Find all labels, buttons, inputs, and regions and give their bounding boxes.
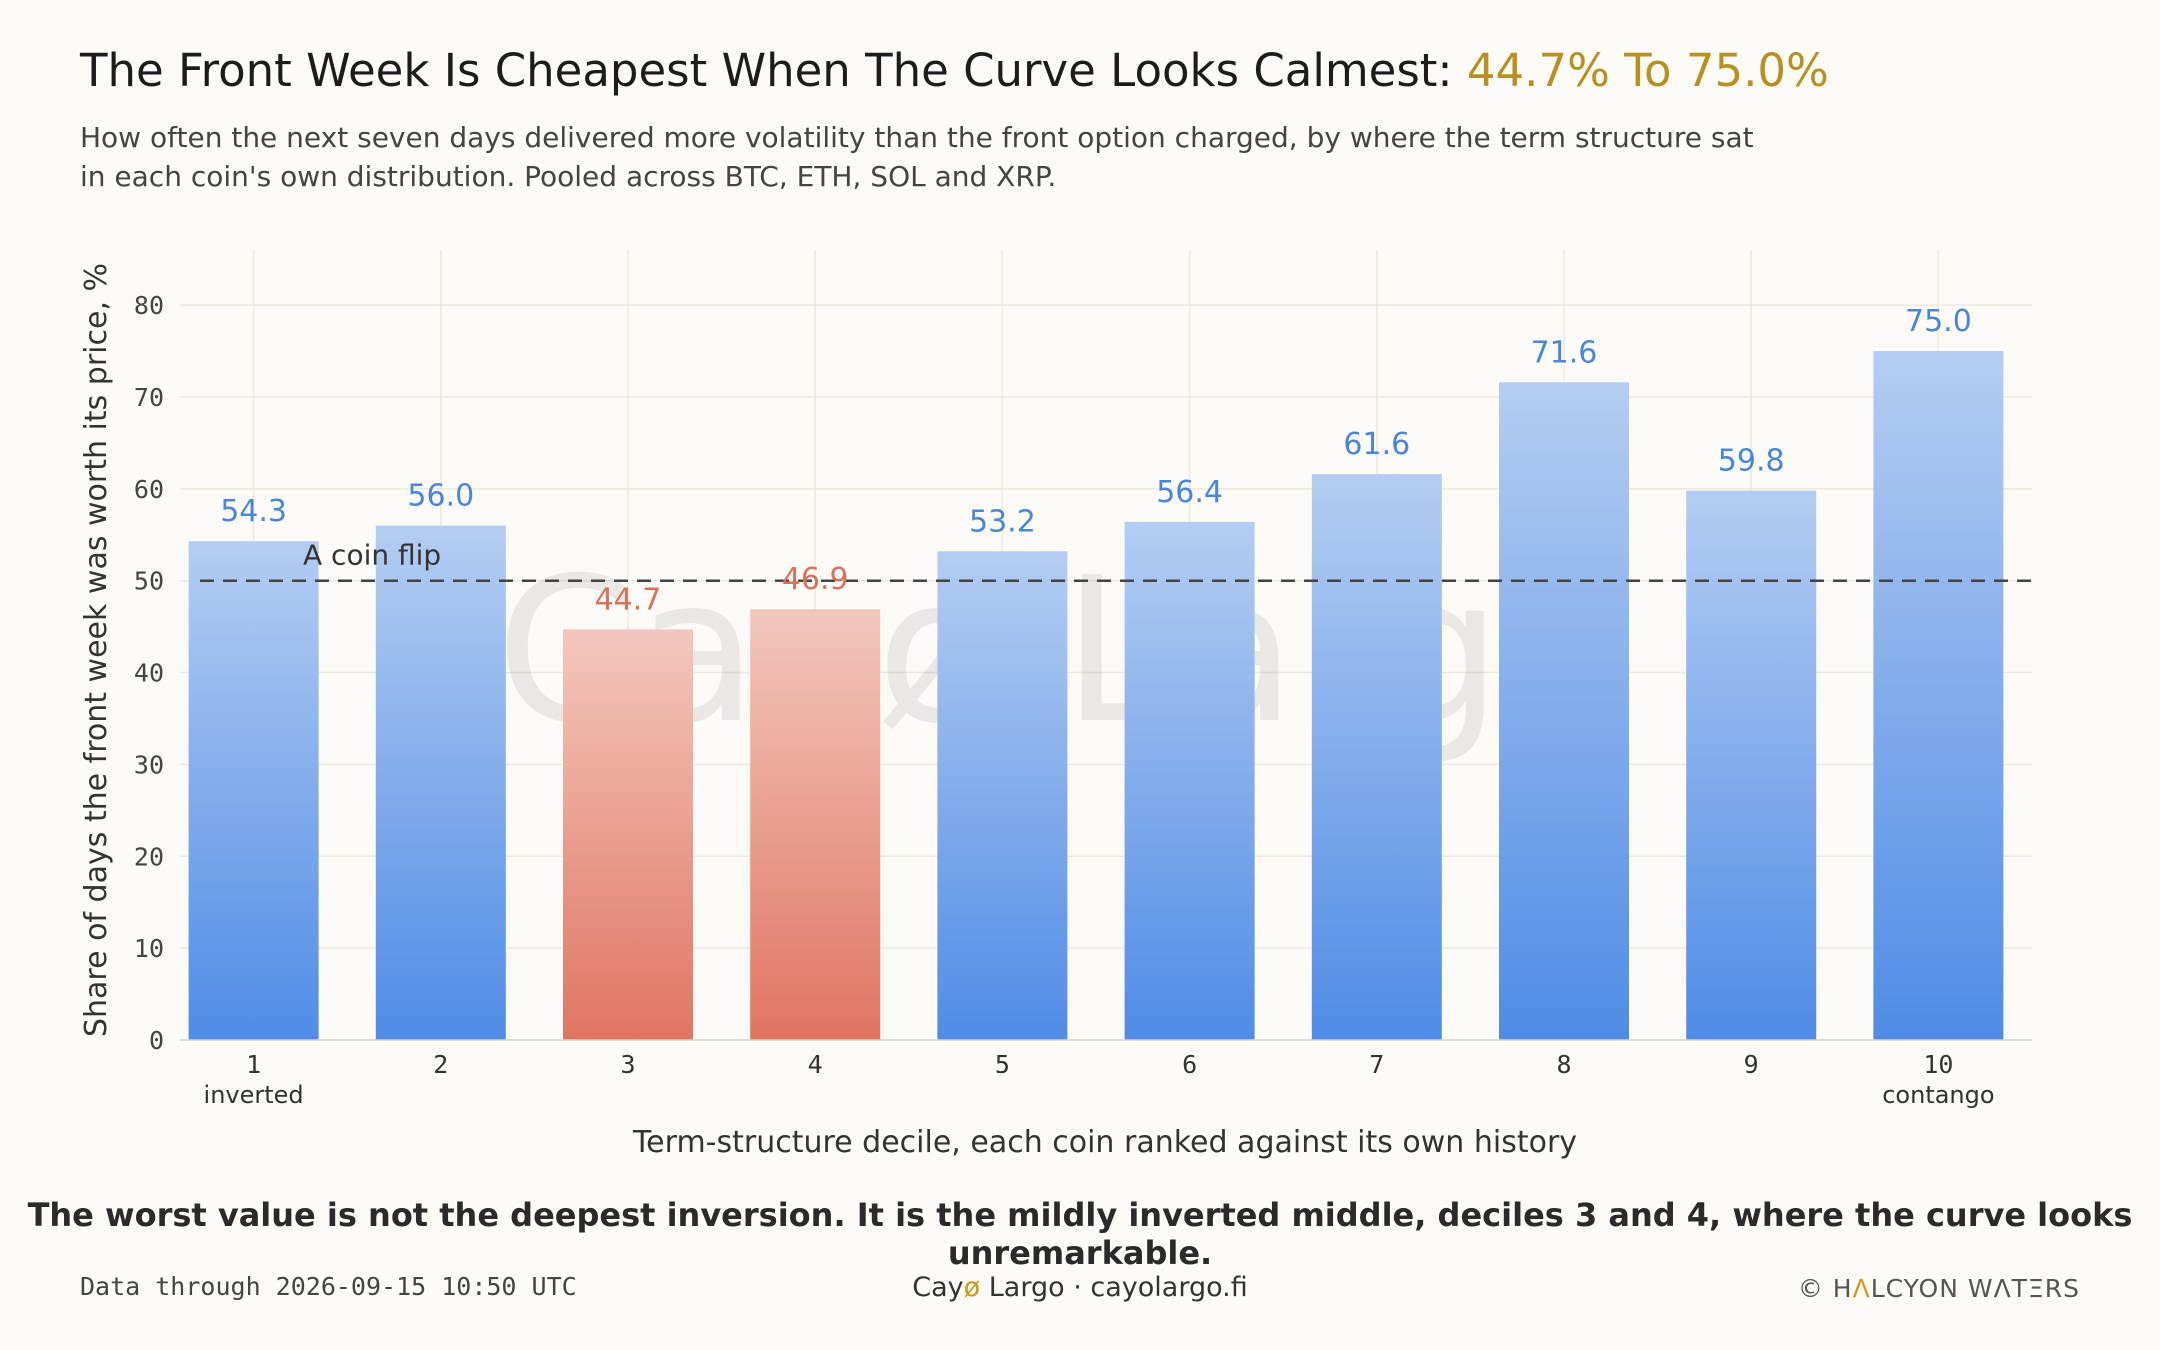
y-tick-label: 10 [134, 934, 164, 963]
brand-name-accent: ø [963, 1272, 981, 1303]
bar-decile-6 [1124, 521, 1255, 1040]
data-label: 61.6 [1343, 427, 1410, 462]
data-label: 54.3 [220, 494, 287, 529]
bar-decile-1 [188, 541, 319, 1040]
x-tick-label: 5 [995, 1050, 1010, 1079]
bar-decile-10 [1873, 351, 2004, 1040]
chart-title-highlight: 44.7% To 75.0% [1466, 44, 1829, 97]
data-label: 46.9 [782, 562, 849, 597]
y-tick-label: 20 [134, 842, 164, 871]
data-label: 56.4 [1156, 475, 1223, 510]
bar-decile-3 [563, 629, 693, 1040]
data-label: 59.8 [1718, 444, 1785, 479]
x-tick-sublabel: inverted [204, 1081, 304, 1109]
brand-name-suffix: Largo [980, 1272, 1065, 1303]
chart-subtitle: How often the next seven days delivered … [80, 121, 1754, 193]
x-tick-label: 2 [433, 1050, 448, 1079]
data-timestamp: Data through 2026-09-15 10:50 UTC [80, 1272, 577, 1301]
brand-name-prefix: Cay [912, 1272, 964, 1303]
y-tick-label: 30 [134, 750, 164, 779]
chart-title: The Front Week Is Cheapest When The Curv… [80, 44, 1829, 97]
copyright-prefix: © H [1797, 1274, 1853, 1303]
x-tick-label: 10 [1923, 1050, 1953, 1079]
bar-decile-4 [750, 609, 881, 1040]
bar-decile-7 [1311, 474, 1442, 1040]
x-tick-label: 9 [1744, 1050, 1759, 1079]
bar-decile-2 [375, 525, 506, 1040]
x-tick-sublabel: contango [1882, 1081, 1994, 1109]
brand-footer: Cayø Largo · cayolargo.fi [0, 1272, 2160, 1303]
reference-line-label: A coin flip [303, 539, 441, 572]
x-axis-title: Term-structure decile, each coin ranked … [632, 1125, 1577, 1160]
x-tick-label: 3 [620, 1050, 635, 1079]
brand-site-link[interactable]: cayolargo.fi [1090, 1272, 1248, 1303]
y-tick-label: 40 [134, 659, 164, 688]
data-label: 44.7 [595, 582, 662, 617]
data-label: 71.6 [1531, 335, 1598, 370]
y-tick-label: 60 [134, 475, 164, 504]
bar-decile-8 [1499, 382, 1629, 1041]
y-axis-title: Share of days the front week was worth i… [79, 263, 114, 1037]
takeaway-note: The worst value is not the deepest inver… [27, 1196, 2133, 1272]
data-label: 56.0 [407, 479, 474, 514]
x-tick-label: 4 [808, 1050, 823, 1079]
bar-decile-9 [1686, 490, 1817, 1040]
copyright-suffix: LCYON WΛTΞRS [1870, 1274, 2080, 1303]
copyright-logo: © HΛLCYON WΛTΞRS [1798, 1274, 2080, 1303]
y-tick-label: 0 [149, 1026, 164, 1055]
bar-decile-5 [937, 551, 1068, 1040]
x-tick-label: 6 [1182, 1050, 1197, 1079]
data-label: 53.2 [969, 504, 1036, 539]
x-tick-label: 7 [1369, 1050, 1384, 1079]
copyright-accent: Λ [1852, 1274, 1871, 1303]
footer-separator: · [1073, 1272, 1082, 1303]
x-tick-label: 1 [246, 1050, 261, 1079]
chart-title-main: The Front Week Is Cheapest When The Curv… [80, 44, 1467, 97]
y-tick-label: 50 [134, 567, 164, 596]
y-tick-label: 70 [134, 383, 164, 412]
y-tick-label: 80 [134, 291, 164, 320]
data-label: 75.0 [1905, 304, 1972, 339]
x-tick-label: 8 [1556, 1050, 1571, 1079]
